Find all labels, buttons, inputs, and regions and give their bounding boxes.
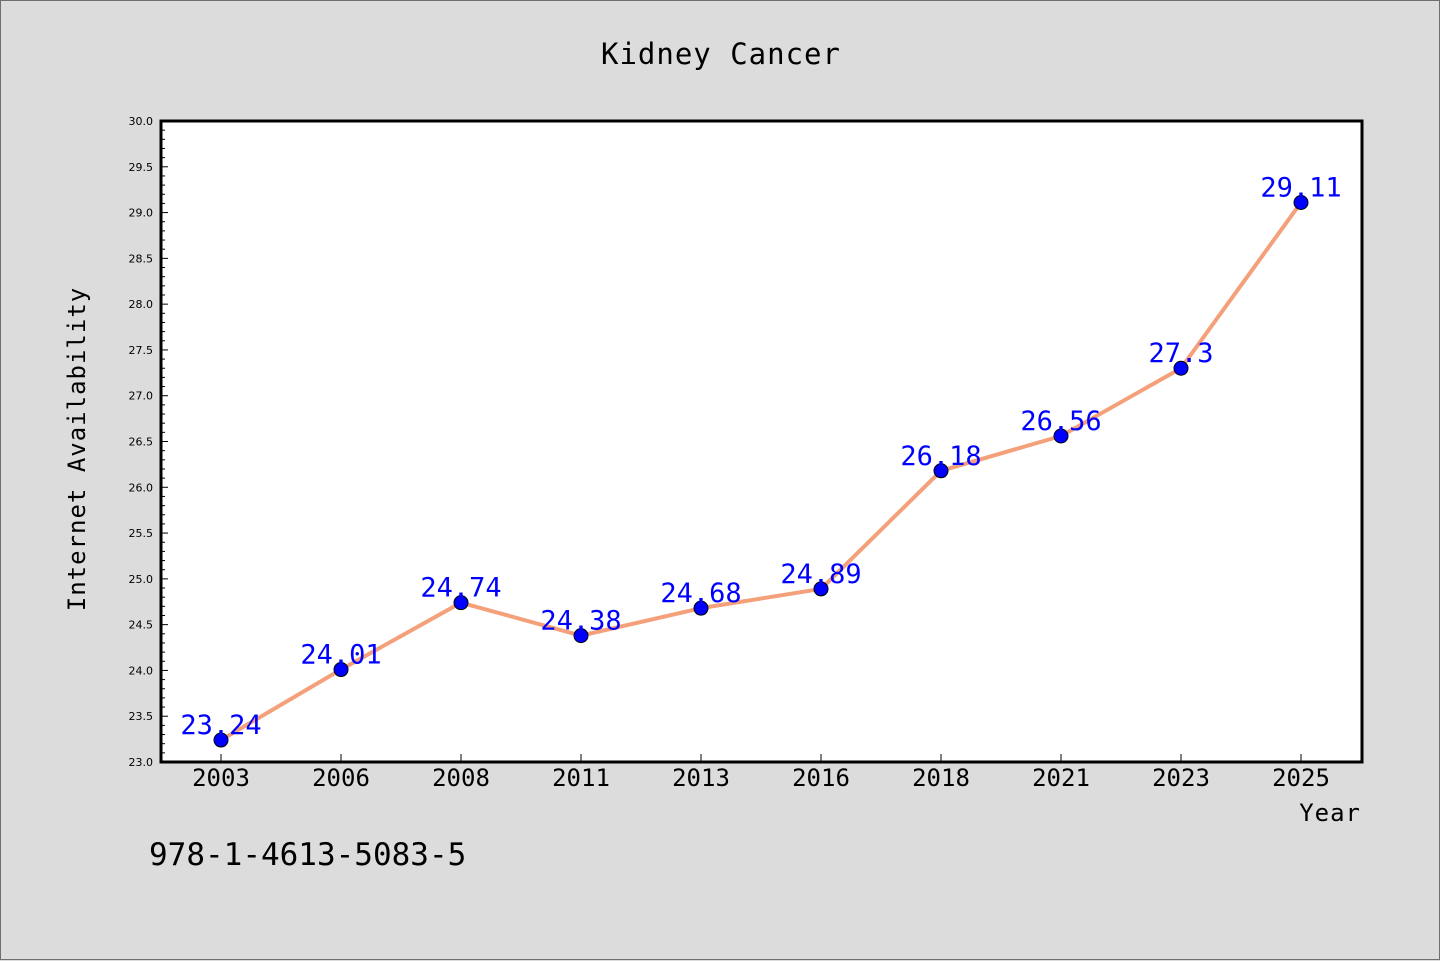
x-tick-label: 2013 [672,764,730,792]
chart-title: Kidney Cancer [601,37,841,71]
x-tick-label: 2003 [192,764,250,792]
data-point [213,732,229,748]
y-tick-label: 28.0 [129,298,154,311]
plot-area [159,119,1364,764]
data-label: 24.74 [420,573,501,604]
x-tick-label: 2011 [552,764,610,792]
data-label: 24.89 [780,559,861,590]
data-label: 24.38 [540,606,621,637]
x-tick-label: 2025 [1272,764,1330,792]
x-tick-label: 2008 [432,764,490,792]
y-tick-label: 28.5 [129,252,154,265]
data-label: 29.11 [1260,172,1341,203]
y-tick-label: 27.0 [129,390,154,403]
data-label: 26.18 [900,441,981,472]
y-tick-label: 30.0 [129,115,154,128]
data-point [933,463,949,479]
x-tick-label: 2021 [1032,764,1090,792]
series-line [219,200,1303,743]
y-tick-label: 27.5 [129,344,154,357]
y-tick-label: 25.5 [129,527,154,540]
y-tick-label: 23.5 [129,710,154,723]
x-tick-label: 2023 [1152,764,1210,792]
y-tick-label: 24.0 [129,664,154,677]
x-axis-label: Year [1299,799,1361,827]
data-point [693,600,709,616]
x-tick-label: 2006 [312,764,370,792]
data-label: 26.56 [1020,406,1101,437]
y-tick-label: 29.0 [129,207,154,220]
data-label: 24.01 [300,640,381,671]
series-layer: 23.24 24.01 24.74 24.38 24.68 24.89 26.18 26.56… [180,172,1342,748]
x-axis: 2003 2006 2008 2011 2013 2016 2018 2021 2023 2025 [192,754,1330,792]
x-tick-label: 2016 [792,764,850,792]
y-tick-label: 23.0 [129,756,154,769]
y-tick-label: 26.0 [129,481,154,494]
x-tick-label: 2018 [912,764,970,792]
y-axis-label: Internet Availability [63,287,91,611]
y-tick-label: 24.5 [129,619,154,632]
data-point [573,628,589,644]
isbn-text: 978-1-4613-5083-5 [149,837,466,873]
data-label: 23.24 [180,710,261,741]
y-tick-label: 26.5 [129,436,154,449]
data-point [1293,194,1309,210]
data-label: 24.68 [660,578,741,609]
data-point [813,581,829,597]
data-label: 27.3 [1148,338,1213,369]
data-point [1053,428,1069,444]
y-tick-label: 29.5 [129,161,154,174]
y-axis: 23.0 23.5 24.0 24.5 25.0 25.5 26.0 26.5 27.0 27.5… [129,115,168,769]
data-point [453,595,469,611]
data-point [333,662,349,678]
y-tick-label: 25.0 [129,573,154,586]
data-point [1173,360,1189,376]
